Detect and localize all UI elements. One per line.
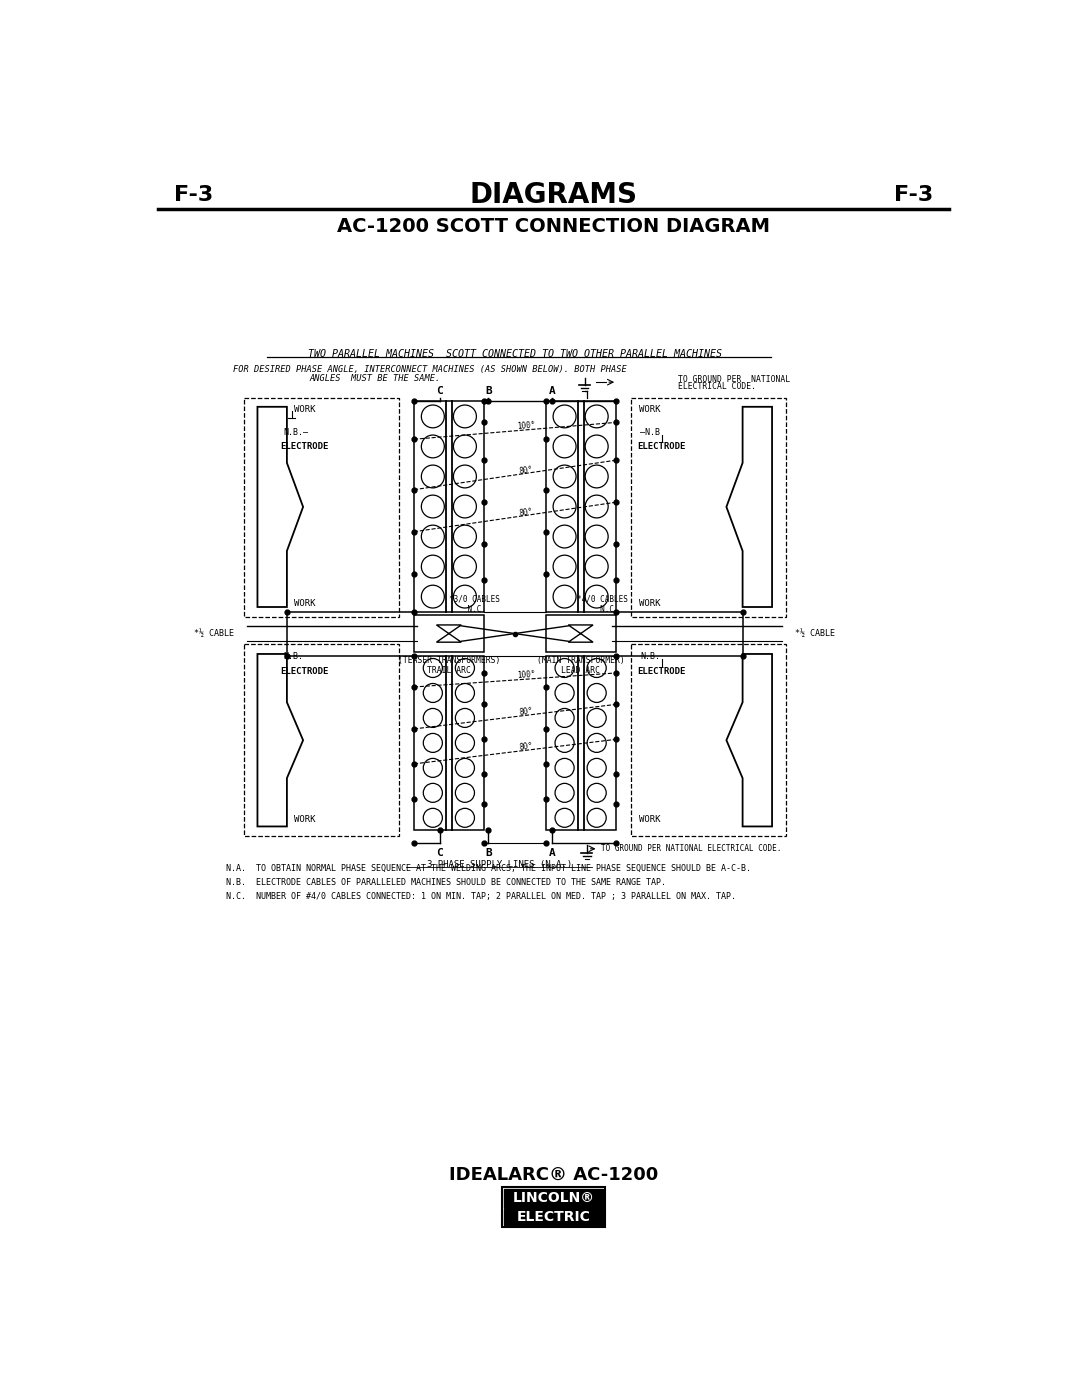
Text: N.B.: N.B. <box>640 652 660 661</box>
Text: 80°: 80° <box>518 507 534 518</box>
Text: WORK: WORK <box>638 598 660 608</box>
Text: 80°: 80° <box>519 741 534 752</box>
Text: B: B <box>485 848 491 858</box>
Text: ELECTRODE: ELECTRODE <box>637 668 686 676</box>
Bar <box>545 615 616 651</box>
Text: DIAGRAMS: DIAGRAMS <box>470 180 637 210</box>
Polygon shape <box>727 654 772 826</box>
Text: WORK: WORK <box>638 815 660 824</box>
Bar <box>243 644 399 837</box>
Bar <box>414 655 484 830</box>
Text: 100°: 100° <box>517 421 536 432</box>
Text: (TEASER TRANSFORMERS): (TEASER TRANSFORMERS) <box>397 657 500 665</box>
Bar <box>504 1209 603 1224</box>
Bar <box>414 401 484 612</box>
Text: WORK: WORK <box>638 405 660 414</box>
Text: TO GROUND PER  NATIONAL: TO GROUND PER NATIONAL <box>677 375 789 383</box>
Text: —N.B: —N.B <box>640 428 660 437</box>
Text: *3/0 CABLES
    N.C.: *3/0 CABLES N.C. <box>449 594 500 613</box>
Text: N.A.  TO OBTAIN NORMAL PHASE SEQUENCE AT THE WELDING ARCS, THE INPUT LINE PHASE : N.A. TO OBTAIN NORMAL PHASE SEQUENCE AT … <box>227 865 752 873</box>
Text: LEAD ARC: LEAD ARC <box>562 666 600 675</box>
Text: TO GROUND PER NATIONAL ELECTRICAL CODE.: TO GROUND PER NATIONAL ELECTRICAL CODE. <box>600 844 781 854</box>
Text: A: A <box>549 386 555 397</box>
Text: WORK: WORK <box>294 598 315 608</box>
Text: (MAIN TRANSFORMER): (MAIN TRANSFORMER) <box>537 657 624 665</box>
Text: F-3: F-3 <box>174 185 213 205</box>
Text: ELECTRICAL CODE.: ELECTRICAL CODE. <box>677 382 756 391</box>
Text: IDEALARC® AC-1200: IDEALARC® AC-1200 <box>449 1166 658 1184</box>
Text: LINCOLN®: LINCOLN® <box>513 1191 594 1205</box>
Bar <box>545 401 616 612</box>
Text: TRAIL ARC: TRAIL ARC <box>427 666 471 675</box>
Bar <box>414 615 484 651</box>
Text: B: B <box>485 386 491 397</box>
Text: ELECTRIC: ELECTRIC <box>516 1210 591 1224</box>
Text: WORK: WORK <box>294 405 315 414</box>
Text: ELECTRODE: ELECTRODE <box>281 441 329 451</box>
Text: 3 PHASE SUPPLY LINES (N.A.): 3 PHASE SUPPLY LINES (N.A.) <box>427 859 571 869</box>
Text: *4/0 CABLES
     N.C.: *4/0 CABLES N.C. <box>577 594 627 613</box>
Text: ELECTRODE: ELECTRODE <box>637 441 686 451</box>
Text: AC-1200 SCOTT CONNECTION DIAGRAM: AC-1200 SCOTT CONNECTION DIAGRAM <box>337 217 770 236</box>
Polygon shape <box>257 654 303 826</box>
Text: FOR DESIRED PHASE ANGLE, INTERCONNECT MACHINES (AS SHOWN BELOW). BOTH PHASE: FOR DESIRED PHASE ANGLE, INTERCONNECT MA… <box>232 365 626 373</box>
Bar <box>501 1187 606 1227</box>
Bar <box>631 644 786 837</box>
Text: ANGLES  MUST BE THE SAME.: ANGLES MUST BE THE SAME. <box>310 373 441 383</box>
Text: N.C.  NUMBER OF #4/0 CABLES CONNECTED: 1 ON MIN. TAP; 2 PARALLEL ON MED. TAP ; 3: N.C. NUMBER OF #4/0 CABLES CONNECTED: 1 … <box>227 892 737 901</box>
Bar <box>545 655 616 830</box>
Text: ELECTRODE: ELECTRODE <box>281 668 329 676</box>
Text: 100°: 100° <box>517 670 536 680</box>
Text: F-3: F-3 <box>894 185 933 205</box>
Text: *½ CABLE: *½ CABLE <box>194 629 234 638</box>
Bar <box>243 397 399 618</box>
Text: N.B.—: N.B.— <box>284 428 309 437</box>
Text: A: A <box>549 848 555 858</box>
Text: *½ CABLE: *½ CABLE <box>795 629 835 638</box>
Polygon shape <box>257 407 303 607</box>
Text: C: C <box>436 386 443 397</box>
Text: 80°: 80° <box>519 706 534 718</box>
Text: N.B.  ELECTRODE CABLES OF PARALLELED MACHINES SHOULD BE CONNECTED TO THE SAME RA: N.B. ELECTRODE CABLES OF PARALLELED MACH… <box>227 879 666 887</box>
Text: WORK: WORK <box>294 815 315 824</box>
Text: 80°: 80° <box>518 465 534 476</box>
Text: TWO PARALLEL MACHINES  SCOTT CONNECTED TO TWO OTHER PARALLEL MACHINES: TWO PARALLEL MACHINES SCOTT CONNECTED TO… <box>308 348 721 358</box>
Text: N.B.: N.B. <box>284 652 303 661</box>
Polygon shape <box>727 407 772 607</box>
Bar <box>504 1190 603 1208</box>
Bar <box>631 397 786 618</box>
Text: C: C <box>436 848 443 858</box>
